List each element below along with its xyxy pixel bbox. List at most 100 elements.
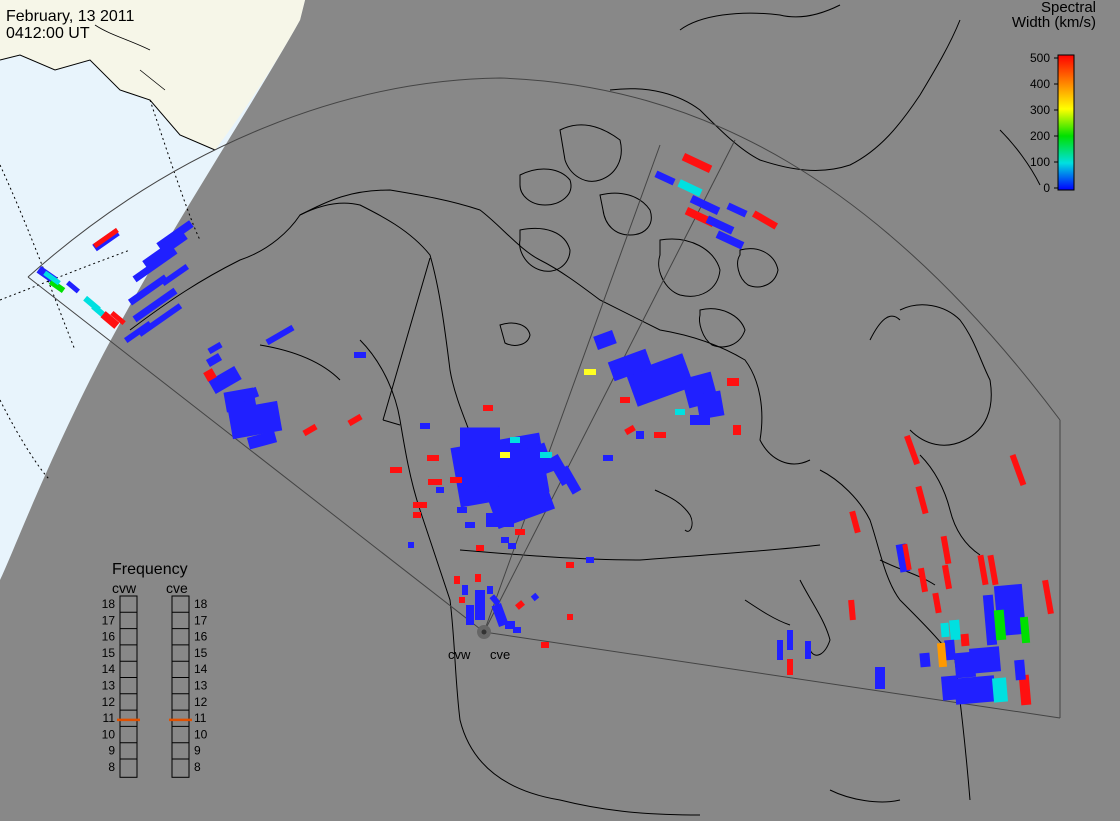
frequency-tick-label: 12 [194, 695, 208, 709]
scatter-cell [936, 642, 948, 668]
scatter-cell [940, 535, 952, 565]
scatter-cell [915, 485, 929, 515]
scatter-cell [919, 652, 931, 668]
colorbar-tick-label: 100 [1030, 155, 1050, 169]
scatter-cell [354, 352, 366, 358]
colorbar: 500 400 300 200 100 0 [1030, 51, 1075, 195]
title-time: 0412:00 UT [6, 25, 90, 42]
scatter-cell [586, 557, 594, 563]
freq-label-east: cve [166, 580, 188, 596]
frequency-tick-label: 15 [102, 646, 116, 660]
scatter-cell [636, 431, 644, 439]
scatter-cell [236, 386, 260, 404]
scatter-cell [413, 512, 421, 518]
scatter-cell [726, 202, 748, 218]
frequency-tick-label: 11 [194, 711, 207, 725]
scatter-cell [483, 405, 493, 411]
scatter-cell [1009, 453, 1027, 487]
scatter-cell [993, 609, 1007, 641]
frequency-tick-label: 8 [108, 760, 115, 774]
scatter-cell [486, 513, 514, 527]
frequency-tick-label: 15 [194, 646, 208, 660]
scatter-cell [413, 502, 427, 508]
scatter-cell [848, 599, 856, 621]
freq-label-west: cvw [112, 580, 137, 596]
backscatter-cells [36, 153, 1054, 706]
scatter-cell [567, 614, 573, 620]
scatter-cell [727, 378, 739, 386]
scatter-cell [541, 642, 549, 648]
fov-boundaries [27, 77, 1061, 719]
colorbar-tick-label: 0 [1043, 181, 1050, 195]
scatter-cell [715, 230, 745, 250]
scatter-cell [607, 348, 653, 382]
scatter-cell [508, 543, 516, 549]
scatter-cell [43, 270, 61, 286]
scatter-cell [427, 455, 439, 461]
frequency-tick-label: 16 [102, 630, 116, 644]
scatter-cell [48, 278, 66, 294]
scatter-cell [787, 659, 793, 675]
scatter-cell [500, 452, 510, 458]
scatter-cell [733, 425, 741, 435]
scatter-cell [475, 590, 485, 620]
scatter-cell [690, 415, 710, 425]
scatter-cell [681, 153, 713, 173]
scatter-cell [466, 605, 474, 625]
scatter-cell [265, 324, 295, 346]
scatter-cell [1018, 674, 1032, 706]
scatter-cell [902, 543, 912, 571]
scatter-cell [428, 479, 442, 485]
scatter-cell [156, 220, 194, 250]
scatter-cell [123, 320, 153, 344]
frequency-tick-label: 17 [194, 613, 208, 627]
frequency-tick-label: 13 [102, 679, 116, 693]
scatter-cell [227, 400, 283, 440]
scatter-cell [953, 651, 977, 679]
scatter-cell [510, 437, 520, 443]
scatter-cell [932, 592, 942, 614]
scatter-cell [347, 413, 363, 427]
scatter-cell [110, 310, 126, 326]
frequency-meter [171, 595, 190, 778]
scatter-cell [1042, 579, 1054, 615]
scatter-cell [489, 594, 501, 606]
scatter-cell [302, 423, 318, 437]
scatter-cell [593, 330, 617, 350]
colorbar-tick-label: 200 [1030, 129, 1050, 143]
scatter-cell [540, 452, 552, 458]
scatter-cell [66, 280, 80, 294]
scatter-cell [805, 641, 811, 659]
scatter-cell [420, 423, 430, 429]
scatter-cell [940, 622, 950, 638]
frequency-tick-label: 12 [102, 695, 116, 709]
scatter-cell [459, 597, 465, 603]
frequency-tick-label: 18 [102, 597, 116, 611]
scatter-cell [904, 434, 920, 466]
scatter-cell [457, 507, 467, 513]
scatter-cell [491, 602, 509, 628]
scatter-cell [93, 227, 119, 249]
colorbar-scale [1057, 54, 1075, 191]
scatter-cell [505, 621, 515, 629]
scatter-cell [205, 353, 223, 367]
scatter-cell [208, 366, 242, 394]
scatter-cell [515, 600, 525, 610]
scatter-cell [949, 619, 961, 641]
frequency-tick-label: 13 [194, 679, 208, 693]
scatter-cell [203, 368, 217, 382]
radar-site-marker [477, 625, 491, 639]
frequency-tick-label: 17 [102, 613, 116, 627]
title-date: February, 13 2011 [6, 8, 135, 25]
scatter-cell [677, 179, 703, 197]
scatter-cell [982, 594, 998, 646]
scatter-cell [436, 487, 444, 493]
scatter-cell [460, 427, 500, 453]
scatter-cell [525, 442, 555, 478]
scatter-cell [625, 353, 695, 407]
scatter-cell [777, 640, 783, 660]
political-boundaries [382, 257, 821, 561]
scatter-cell [941, 564, 953, 590]
scatter-cell [960, 633, 970, 647]
scatter-cell [515, 529, 525, 535]
